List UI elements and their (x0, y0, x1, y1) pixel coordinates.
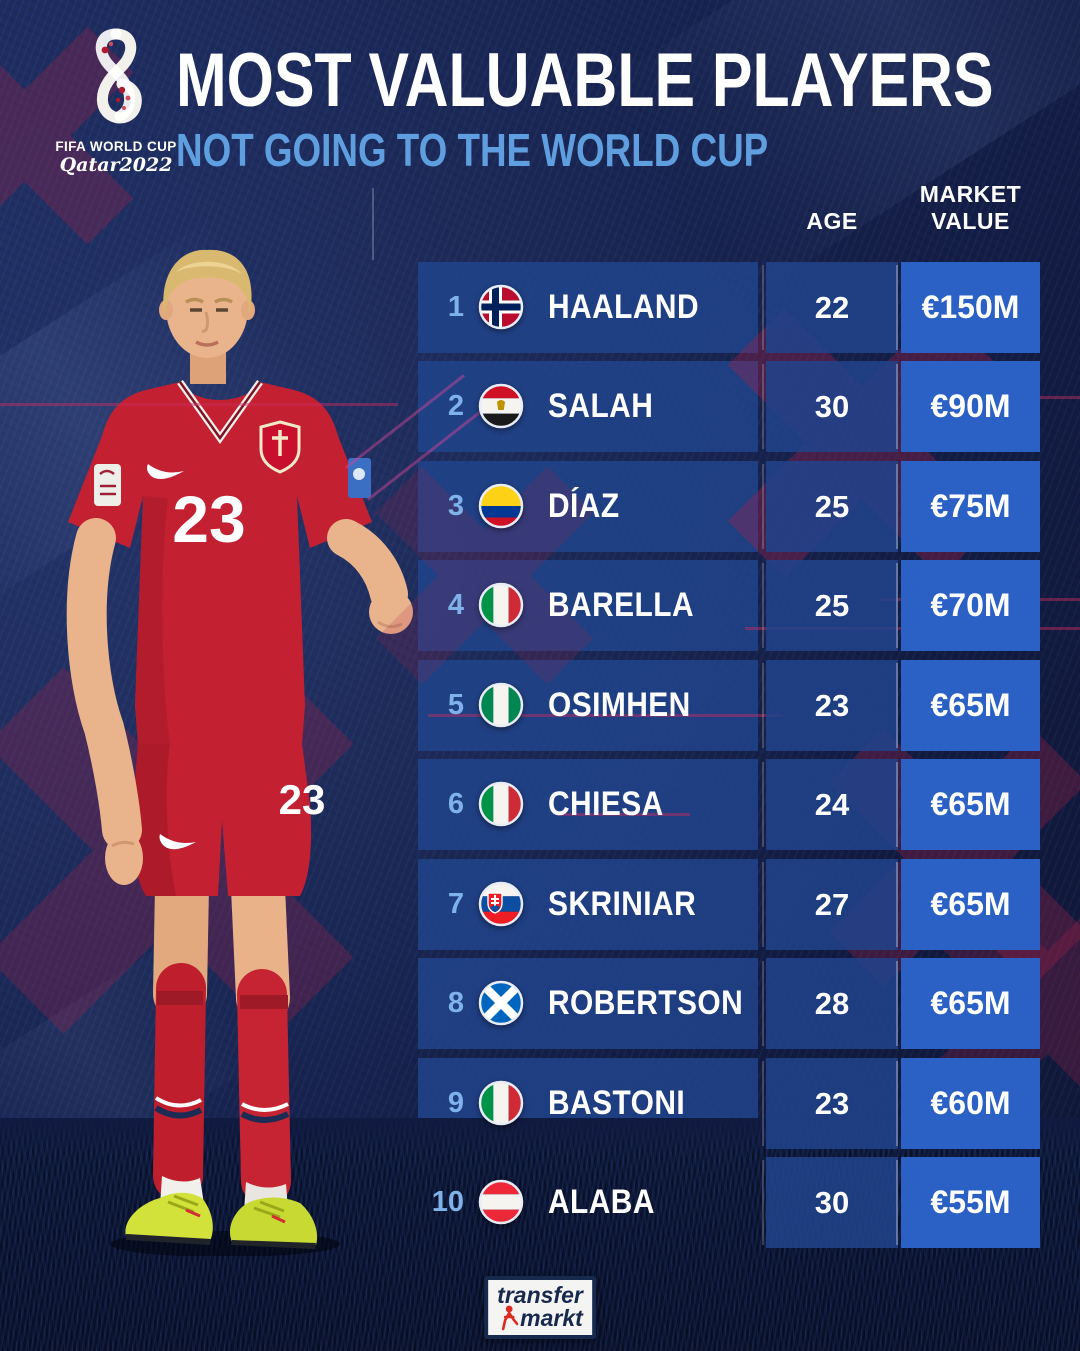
rank-label: 9 (447, 1087, 464, 1119)
market-value: €70M (930, 587, 1011, 623)
age-value: 24 (814, 787, 850, 822)
player-name: SALAH (548, 387, 654, 425)
transfermarkt-logo: transfer markt (484, 1276, 596, 1339)
flag-egypt-icon (478, 383, 524, 429)
table-row: 7 SKRINIAR 27 €65M (418, 859, 1040, 950)
column-header-age: AGE (806, 208, 858, 234)
player-name: HAALAND (548, 288, 700, 326)
fifa-world-cup-logo: FIFA WORLD CUP Qatar2022 (46, 28, 186, 176)
player-name: CHIESA (548, 785, 664, 823)
rank-label: 7 (447, 888, 464, 920)
flag-italy-icon (478, 582, 524, 628)
fifa-logo-line2: Qatar2022 (59, 154, 173, 176)
market-value: €55M (930, 1184, 1011, 1220)
flag-austria-icon (478, 1179, 524, 1225)
flag-scotland-icon (478, 980, 524, 1026)
table-row: 4 BARELLA 25 €70M (418, 560, 1040, 651)
rank-label: 3 (447, 490, 464, 522)
market-value: €60M (930, 1085, 1011, 1121)
age-value: 25 (814, 489, 850, 524)
table-row: 2 SALAH 30 €90M (418, 361, 1040, 452)
market-value: €65M (930, 985, 1011, 1021)
player-name: DÍAZ (548, 487, 620, 525)
rank-label: 1 (447, 291, 464, 323)
age-value: 23 (814, 1086, 850, 1121)
rank-label: 5 (447, 689, 464, 721)
age-value: 27 (814, 887, 850, 922)
rank-label: 2 (447, 390, 464, 422)
table-row: 3 DÍAZ 25 €75M (418, 461, 1040, 552)
player-name: BASTONI (548, 1084, 686, 1122)
market-value: €65M (930, 687, 1011, 723)
shorts-number: 23 (279, 776, 326, 823)
flag-nigeria-icon (478, 682, 524, 728)
flag-slovakia-icon (478, 881, 524, 927)
player-name: OSIMHEN (548, 686, 691, 724)
age-value: 25 (814, 588, 850, 623)
age-value: 30 (814, 389, 850, 424)
player-name: BARELLA (548, 586, 695, 624)
jersey-number: 23 (172, 482, 245, 556)
rank-label: 10 (431, 1186, 464, 1218)
fifa-logo-line1: FIFA WORLD CUP (55, 139, 177, 154)
table-row: 5 OSIMHEN 23 €65M (418, 660, 1040, 751)
table-row: 1 HAALAND 22 €150M (418, 262, 1040, 353)
market-value: €65M (930, 886, 1011, 922)
player-name: SKRINIAR (548, 885, 697, 923)
fifa-wc-emblem-icon (95, 28, 142, 124)
age-value: 23 (814, 688, 850, 723)
player-name: ROBERTSON (548, 984, 744, 1022)
flag-italy-icon (478, 1080, 524, 1126)
table-row: 9 BASTONI 23 €60M (418, 1058, 1040, 1149)
player-name: ALABA (548, 1183, 655, 1221)
brand-line2: markt (520, 1305, 583, 1331)
age-value: 30 (814, 1185, 850, 1220)
rank-label: 4 (447, 589, 464, 621)
transfermarkt-player-icon (501, 1305, 519, 1331)
page-subtitle: NOT GOING TO THE WORLD CUP (176, 124, 769, 176)
brand-line1: transfer (497, 1282, 583, 1308)
table-row: 6 CHIESA 24 €65M (418, 759, 1040, 850)
accent-line (372, 188, 374, 260)
rank-label: 8 (447, 987, 464, 1019)
flag-italy-icon (478, 781, 524, 827)
market-value: €90M (930, 388, 1011, 424)
table-row: 8 ROBERTSON 28 €65M (418, 958, 1040, 1049)
age-value: 22 (814, 290, 850, 325)
market-value: €150M (921, 289, 1020, 325)
market-value: €75M (930, 488, 1011, 524)
flag-norway-icon (478, 284, 524, 330)
age-value: 28 (814, 986, 850, 1021)
rank-label: 6 (447, 788, 464, 820)
market-value: €65M (930, 786, 1011, 822)
flag-colombia-icon (478, 483, 524, 529)
player-photo: 23 23 (66, 249, 413, 1256)
page-title: MOST VALUABLE PLAYERS (176, 38, 994, 123)
column-header-market-value: MARKET VALUE (919, 181, 1022, 234)
